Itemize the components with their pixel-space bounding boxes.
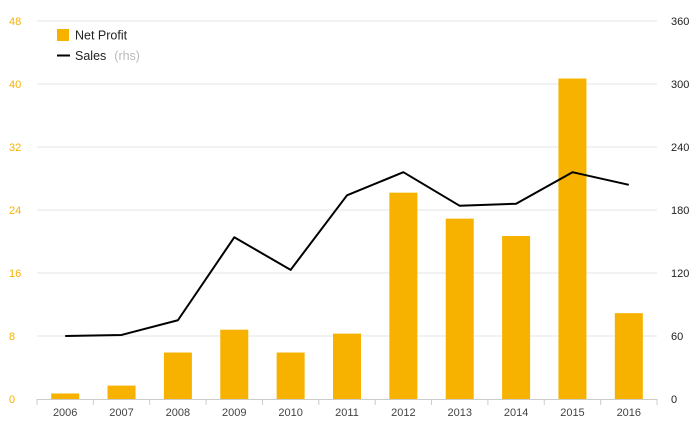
bar-net-profit	[107, 385, 136, 399]
x-tick-label: 2010	[278, 407, 302, 419]
x-tick-label: 2009	[222, 407, 246, 419]
y-left-tick-label: 8	[9, 331, 15, 343]
line-sales	[65, 171, 630, 337]
legend-swatch-net-profit	[57, 29, 69, 41]
y-left-tick-label: 40	[9, 79, 21, 91]
y-right-tick-label: 300	[671, 79, 689, 91]
y-left-tick-label: 0	[9, 394, 15, 406]
x-tick-label: 2006	[53, 407, 77, 419]
bar-net-profit	[51, 393, 80, 399]
x-tick-label: 2016	[617, 407, 641, 419]
legend-label-sales-name: Sales	[75, 49, 106, 63]
x-tick-label: 2014	[504, 407, 528, 419]
bar-net-profit	[333, 333, 361, 399]
x-tick-label: 2015	[560, 407, 584, 419]
y-right-tick-label: 0	[671, 394, 677, 406]
bar-net-profit	[445, 218, 474, 399]
legend-label-sales: Sales (rhs)	[75, 47, 140, 64]
y-left-tick-label: 24	[9, 205, 21, 217]
legend-label-net-profit: Net Profit	[75, 29, 128, 43]
x-tick-label: 2013	[447, 407, 471, 419]
y-left-tick-label: 32	[9, 142, 21, 154]
bar-net-profit	[163, 352, 192, 399]
y-right-tick-label: 240	[671, 142, 689, 154]
line-series	[65, 171, 630, 337]
axes: 0 8 16 24 32 40 48 0 60 120 180 240 300 360 2006 2007 20…	[9, 16, 689, 419]
gridlines	[37, 20, 657, 337]
y-right-tick-label: 120	[671, 268, 689, 280]
bar-net-profit	[502, 235, 531, 399]
legend: Net Profit Sales (rhs)	[57, 29, 140, 64]
y-left-tick-label: 16	[9, 268, 21, 280]
bar-net-profit	[220, 329, 249, 399]
x-tick-label: 2012	[391, 407, 415, 419]
x-tick-label: 2008	[166, 407, 190, 419]
bar-series	[51, 78, 643, 400]
y-left-tick-label: 48	[9, 16, 21, 28]
y-right-tick-label: 180	[671, 205, 689, 217]
legend-label-sales-suffix: (rhs)	[114, 49, 140, 63]
bar-net-profit	[276, 352, 305, 399]
bar-net-profit	[558, 78, 587, 400]
y-right-tick-label: 360	[671, 16, 689, 28]
x-tick-label: 2007	[109, 407, 133, 419]
x-tick-label: 2011	[335, 407, 359, 419]
bar-net-profit	[614, 313, 643, 399]
bar-net-profit	[389, 192, 418, 399]
y-right-tick-label: 60	[671, 331, 683, 343]
